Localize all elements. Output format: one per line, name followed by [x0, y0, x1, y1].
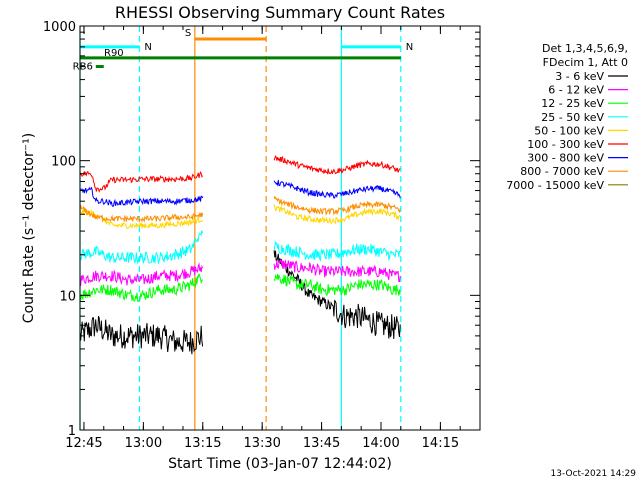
state-label-1: N [406, 42, 413, 53]
plot-frame [79, 25, 481, 431]
y-tick-label-0: 1 [68, 424, 76, 439]
legend-label-6: 300 - 800 keV [527, 152, 604, 165]
series-line-4 [79, 204, 401, 229]
x-tick-label-6: 14:15 [422, 436, 459, 451]
legend-label-0: 3 - 6 keV [555, 70, 604, 83]
state-label-0: N [144, 42, 151, 53]
legend: Det 1,3,4,5,6,9,FDecim 1, Att 03 - 6 keV… [506, 42, 628, 192]
state-label-2: S [185, 28, 191, 39]
x-tick-label-1: 13:00 [125, 436, 162, 451]
legend-label-5: 100 - 300 keV [527, 138, 604, 151]
legend-label-3: 25 - 50 keV [541, 111, 604, 124]
x-tick-label-0: 12:45 [65, 436, 102, 451]
series-line-3 [79, 230, 401, 265]
legend-header-1: FDecim 1, Att 0 [543, 56, 628, 69]
series-line-5 [79, 154, 401, 193]
series-line-6 [79, 179, 401, 208]
x-tick-label-5: 14:00 [362, 436, 399, 451]
legend-label-4: 50 - 100 keV [534, 124, 604, 137]
y-tick-label-2: 100 [51, 155, 76, 170]
series-line-0 [79, 250, 401, 355]
y-tick-label-1: 10 [59, 289, 76, 304]
chart-title: RHESSI Observing Summary Count Rates [115, 3, 445, 22]
axes: 12:45 13:00 13:15 13:30 13:45 14:00 14:15 1 10 10… [43, 20, 481, 451]
state-label-3: R90 [104, 48, 124, 59]
legend-header-0: Det 1,3,4,5,6,9, [542, 42, 628, 55]
legend-label-8: 7000 - 15000 keV [506, 179, 604, 192]
x-tick-label-2: 13:15 [184, 436, 221, 451]
legend-label-2: 12 - 25 keV [541, 97, 604, 110]
legend-label-1: 6 - 12 keV [548, 84, 604, 97]
series-line-1 [79, 259, 401, 286]
legend-label-7: 800 - 7000 keV [520, 165, 604, 178]
series-line-7 [79, 196, 401, 223]
x-tick-label-4: 13:45 [303, 436, 340, 451]
y-axis-label: Count Rate (s⁻¹ detector⁻¹) [21, 133, 37, 323]
x-axis-label: Start Time (03-Jan-07 12:44:02) [168, 456, 392, 472]
footer-date: 13-Oct-2021 14:29 [551, 469, 637, 479]
x-tick-label-3: 13:30 [243, 436, 280, 451]
y-tick-label-3: 1000 [43, 20, 76, 35]
series-line-2 [79, 273, 401, 302]
